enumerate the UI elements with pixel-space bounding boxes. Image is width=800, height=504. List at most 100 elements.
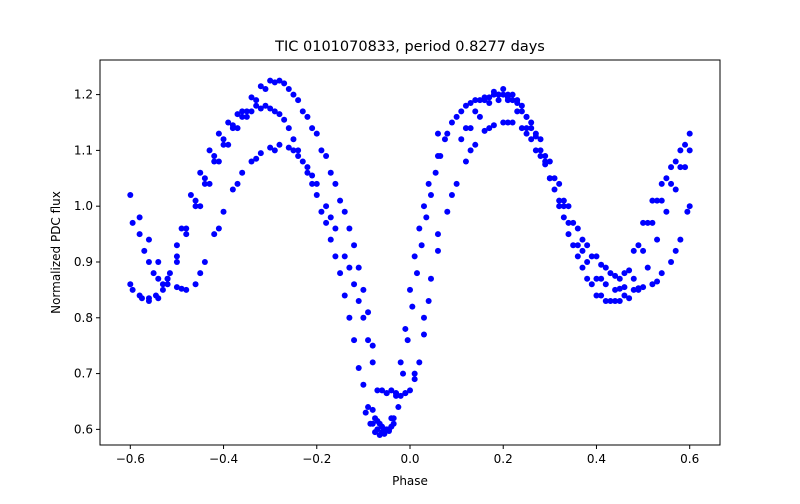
data-point (574, 253, 581, 260)
data-point (304, 113, 311, 120)
data-point (593, 292, 600, 299)
data-point (332, 253, 339, 260)
data-point (500, 91, 507, 98)
data-point (138, 295, 145, 302)
data-point (239, 169, 246, 176)
y-tick-label: 1.2 (74, 88, 93, 102)
data-point (276, 77, 283, 84)
y-tick-label: 1.1 (74, 143, 93, 157)
data-point (427, 275, 434, 282)
data-point (173, 253, 180, 260)
data-point (309, 180, 316, 187)
data-point (453, 113, 460, 120)
data-point (602, 264, 609, 271)
data-point (500, 86, 507, 93)
data-point (514, 97, 521, 104)
data-point (458, 136, 465, 143)
data-point (654, 278, 661, 285)
data-point (640, 284, 647, 291)
data-point (341, 253, 348, 260)
data-point (281, 80, 288, 87)
y-axis-label: Normalized PDC flux (49, 191, 63, 314)
data-point (337, 197, 344, 204)
data-point (229, 125, 236, 132)
data-point (560, 197, 567, 204)
data-point (630, 286, 637, 293)
data-point (383, 390, 390, 397)
data-point (332, 180, 339, 187)
data-point (267, 105, 274, 112)
data-point (178, 225, 185, 232)
data-point (248, 158, 255, 165)
data-point (379, 387, 386, 394)
data-point (570, 219, 577, 226)
data-point (374, 387, 381, 394)
data-point (467, 99, 474, 106)
data-point (388, 387, 395, 394)
data-point (640, 247, 647, 254)
data-point (514, 108, 521, 115)
data-point (413, 270, 420, 277)
data-point (173, 284, 180, 291)
data-point (579, 247, 586, 254)
data-point (369, 359, 376, 366)
data-point (654, 197, 661, 204)
data-point (411, 370, 418, 377)
data-point (635, 285, 642, 292)
data-point (418, 242, 425, 249)
data-point (262, 86, 269, 93)
data-point (509, 119, 516, 126)
data-point (299, 108, 306, 115)
data-point (372, 429, 379, 436)
data-point (682, 141, 689, 148)
data-point (215, 158, 222, 165)
data-point (309, 172, 316, 179)
data-point (173, 242, 180, 249)
data-point (579, 264, 586, 271)
x-tick-label: 0.6 (680, 452, 699, 466)
data-point (444, 130, 451, 137)
data-point (560, 214, 567, 221)
data-point (644, 219, 651, 226)
data-point (598, 275, 605, 282)
data-point (276, 111, 283, 118)
data-point (159, 281, 166, 288)
data-point (402, 325, 409, 332)
data-point (668, 180, 675, 187)
data-point (532, 130, 539, 137)
y-tick-label: 0.7 (74, 367, 93, 381)
data-point (400, 370, 407, 377)
data-point (197, 270, 204, 277)
data-point (602, 298, 609, 305)
data-point (593, 275, 600, 282)
data-point (362, 409, 369, 416)
data-point (129, 219, 136, 226)
data-point (462, 125, 469, 132)
data-point (518, 108, 525, 115)
data-point (448, 192, 455, 199)
data-point (253, 97, 260, 104)
data-point (462, 102, 469, 109)
x-axis-label: Phase (392, 474, 428, 488)
data-point (626, 295, 633, 302)
data-point (644, 264, 651, 271)
data-point (677, 164, 684, 171)
data-point (542, 152, 549, 159)
y-tick-label: 0.8 (74, 311, 93, 325)
data-point (448, 119, 455, 126)
data-point (579, 236, 586, 243)
data-point (323, 203, 330, 210)
data-point (467, 147, 474, 154)
data-point (164, 281, 171, 288)
data-point (663, 175, 670, 182)
data-point (234, 180, 241, 187)
data-point (462, 158, 469, 165)
data-point (141, 247, 148, 254)
data-point (351, 281, 358, 288)
data-point (313, 130, 320, 137)
data-point (616, 285, 623, 292)
data-point (432, 169, 439, 176)
data-point (159, 286, 166, 293)
data-point (565, 231, 572, 238)
